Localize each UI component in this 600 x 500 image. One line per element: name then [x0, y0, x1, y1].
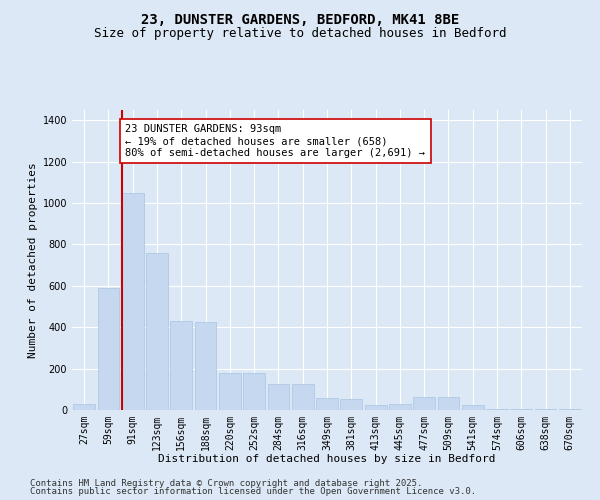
Bar: [146, 253, 168, 410]
Bar: [486, 409, 508, 410]
Text: Contains public sector information licensed under the Open Government Licence v3: Contains public sector information licen…: [30, 487, 476, 496]
Bar: [73, 404, 95, 410]
Bar: [365, 405, 386, 410]
X-axis label: Distribution of detached houses by size in Bedford: Distribution of detached houses by size …: [158, 454, 496, 464]
Bar: [559, 409, 581, 410]
Bar: [243, 373, 265, 410]
Bar: [292, 384, 314, 410]
Bar: [170, 321, 192, 410]
Text: 23 DUNSTER GARDENS: 93sqm
← 19% of detached houses are smaller (658)
80% of semi: 23 DUNSTER GARDENS: 93sqm ← 19% of detac…: [125, 124, 425, 158]
Bar: [219, 373, 241, 410]
Bar: [535, 409, 556, 410]
Bar: [194, 322, 217, 410]
Text: Size of property relative to detached houses in Bedford: Size of property relative to detached ho…: [94, 28, 506, 40]
Text: 23, DUNSTER GARDENS, BEDFORD, MK41 8BE: 23, DUNSTER GARDENS, BEDFORD, MK41 8BE: [141, 12, 459, 26]
Bar: [122, 193, 143, 410]
Bar: [340, 398, 362, 410]
Bar: [316, 398, 338, 410]
Bar: [97, 288, 119, 410]
Bar: [437, 396, 460, 410]
Bar: [511, 409, 532, 410]
Bar: [462, 405, 484, 410]
Bar: [413, 396, 435, 410]
Bar: [389, 404, 411, 410]
Y-axis label: Number of detached properties: Number of detached properties: [28, 162, 38, 358]
Text: Contains HM Land Registry data © Crown copyright and database right 2025.: Contains HM Land Registry data © Crown c…: [30, 478, 422, 488]
Bar: [268, 384, 289, 410]
